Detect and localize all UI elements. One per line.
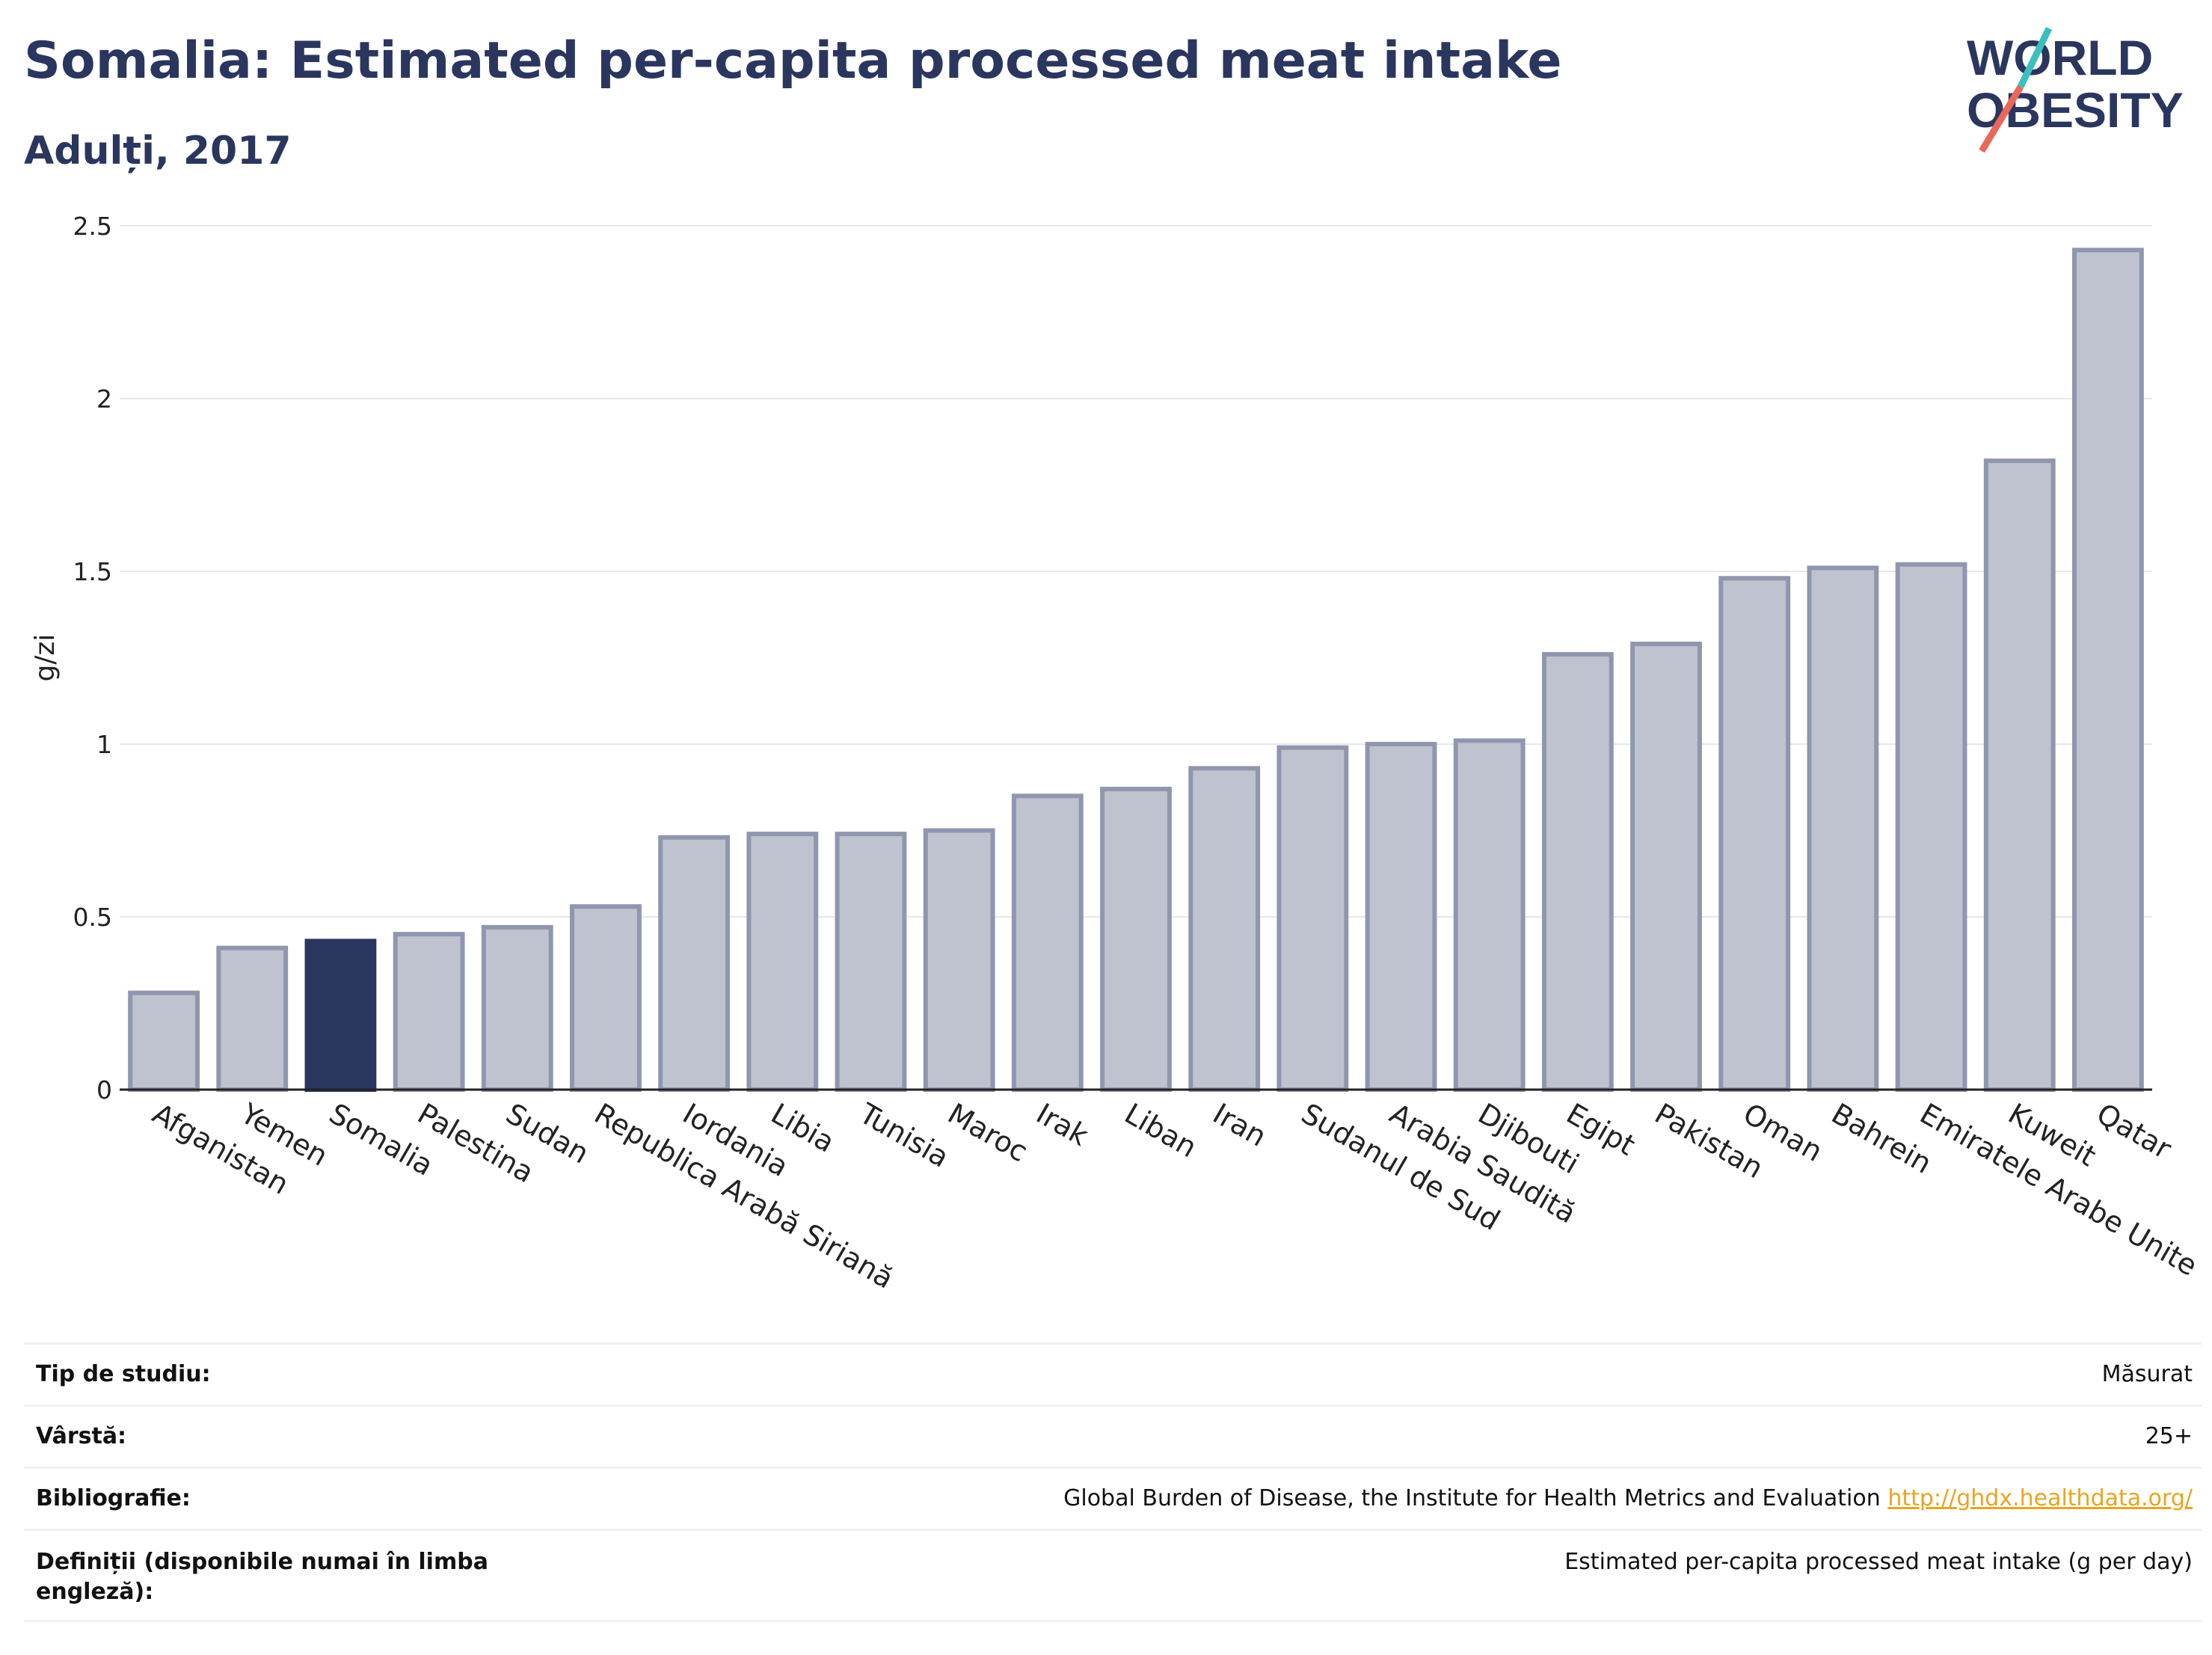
bar-arabia-saudită [1365, 742, 1437, 1092]
bar-maroc [923, 828, 995, 1092]
bar-irak [1011, 793, 1084, 1093]
bar-emiratele-arabe-unite [1895, 562, 1967, 1092]
bar-iran [1188, 766, 1261, 1092]
row-key: Tip de studiu: [36, 1361, 211, 1387]
y-tick-label: 0 [96, 1075, 112, 1105]
bar-djibouti [1453, 738, 1526, 1092]
bar-chart: 0 0.5 1 1.5 2 2.5 AfganistanYemenSomaliaPales… [30, 212, 2203, 1295]
bar-egipt [1541, 651, 1614, 1092]
bar-afganistan [128, 990, 200, 1093]
bar-iordania [658, 835, 731, 1092]
bar-sudan [481, 924, 553, 1092]
bar-somalia [304, 939, 377, 1092]
bar-liban [1100, 787, 1172, 1093]
bar-republica-arabă-siriană [570, 904, 642, 1093]
bar-libia [746, 832, 819, 1092]
x-tick-label: Liban [1119, 1097, 1202, 1164]
bar-bahrein [1807, 565, 1879, 1092]
bar-qatar [2072, 248, 2144, 1093]
x-tick-label: Tunisia [853, 1096, 954, 1174]
logo-red-stroke [1979, 85, 2024, 153]
y-tick-label: 0.5 [73, 903, 112, 932]
x-tick-label: Iran [1208, 1097, 1272, 1153]
y-tick-label: 2.5 [73, 212, 112, 241]
x-axis-ticks: AfganistanYemenSomaliaPalestinaSudanRepu… [147, 1096, 2203, 1295]
y-tick-label: 1.5 [73, 557, 112, 586]
chart-subtitle: Adulți, 2017 [24, 129, 292, 174]
bar-oman [1718, 576, 1791, 1092]
bibliography-link[interactable]: http://ghdx.healthdata.org/ [1887, 1485, 2193, 1511]
chart-title: Somalia: Estimated per-capita processed … [24, 31, 1562, 90]
table-row-definitions: Definiții (disponibile numai în limba en… [24, 1529, 2202, 1622]
bars [128, 248, 2144, 1093]
row-value: Estimated per-capita processed meat inta… [1564, 1549, 2193, 1575]
bar-yemen [216, 945, 289, 1092]
row-key: Definiții (disponibile numai în limba en… [36, 1549, 488, 1605]
y-tick-label: 1 [96, 730, 112, 759]
row-value: Măsurat [2101, 1361, 2193, 1387]
bar-kuweit [1983, 458, 2056, 1092]
x-tick-label: Qatar [2091, 1097, 2177, 1166]
logo-line1: WORLD [1967, 30, 2153, 85]
x-tick-label: Bahrein [1826, 1097, 1938, 1180]
bar-pakistan [1630, 642, 1702, 1092]
table-row-age: Vârstă: 25+ [24, 1404, 2202, 1467]
y-axis-label: g/zi [30, 634, 61, 682]
row-key: Vârstă: [36, 1423, 127, 1449]
logo-teal-stroke [2017, 27, 2053, 88]
table-row-study-type: Tip de studiu: Măsurat [24, 1342, 2202, 1404]
bar-palestina [393, 932, 465, 1092]
table-row-bibliography: Bibliografie: Global Burden of Disease, … [24, 1467, 2202, 1529]
bibliography-text: Global Burden of Disease, the Institute … [1063, 1485, 1881, 1511]
info-table: Tip de studiu: Măsurat Vârstă: 25+ Bibli… [24, 1342, 2202, 1622]
row-value: Global Burden of Disease, the Institute … [1063, 1484, 2193, 1514]
row-key: Bibliografie: [36, 1485, 191, 1511]
bar-sudanul-de-sud [1276, 745, 1349, 1092]
y-tick-label: 2 [96, 384, 112, 414]
y-axis-ticks: 0 0.5 1 1.5 2 2.5 [73, 212, 112, 1105]
x-tick-label: Maroc [942, 1097, 1033, 1169]
world-obesity-logo: WORLD OBESITY [1967, 27, 2184, 153]
bar-tunisia [835, 832, 907, 1092]
x-tick-label: Irak [1030, 1097, 1093, 1152]
row-value: 25+ [2145, 1423, 2193, 1449]
